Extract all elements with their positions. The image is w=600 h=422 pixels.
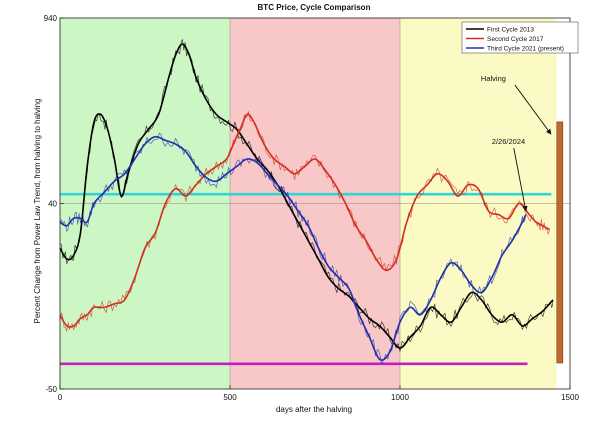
date-arrow bbox=[513, 148, 528, 212]
series-2-raw-line bbox=[59, 111, 550, 332]
y-axis-label: Percent Change from Power Law Trend, fro… bbox=[33, 98, 42, 323]
legend-label-2: Second Cycle 2017 bbox=[487, 36, 544, 43]
x-tick-label-1500: 1500 bbox=[561, 393, 579, 402]
series-3-trend-line bbox=[59, 135, 527, 361]
legend-label-1: First Cycle 2013 bbox=[487, 26, 534, 33]
series-2-trend-line bbox=[59, 113, 550, 328]
annotations: Halving 2/26/2024 bbox=[481, 74, 564, 364]
annotation-label-1: Halving bbox=[481, 74, 506, 83]
reference-lines bbox=[60, 192, 552, 366]
y-tick-label-2: -50 bbox=[45, 385, 57, 394]
x-tick-label-0: 0 bbox=[58, 393, 63, 402]
y-tick-label-0: 940 bbox=[44, 14, 58, 23]
x-tick-label-500: 500 bbox=[223, 393, 237, 402]
series-1-raw-line bbox=[59, 39, 554, 352]
axis-ticks: 0 500 1000 1500 940 40 -50 bbox=[44, 14, 580, 402]
y-tick-label-1: 40 bbox=[48, 200, 57, 209]
halving-arrow bbox=[514, 84, 552, 135]
legend-label-3: Third Cycle 2021 (present) bbox=[487, 45, 564, 52]
x-tick-label-1000: 1000 bbox=[391, 393, 409, 402]
legend: First Cycle 2013 Second Cycle 2017 Third C… bbox=[461, 21, 579, 54]
x-axis-label: days after the halving bbox=[276, 405, 352, 414]
chart-title: BTC Price, Cycle Comparison bbox=[258, 3, 371, 12]
series-lines bbox=[59, 39, 554, 365]
annotation-label-2: 2/26/2024 bbox=[492, 137, 525, 146]
series-3-raw-line bbox=[59, 132, 527, 365]
series-1-trend-line bbox=[59, 43, 554, 349]
halving-marker-bar bbox=[556, 121, 564, 364]
